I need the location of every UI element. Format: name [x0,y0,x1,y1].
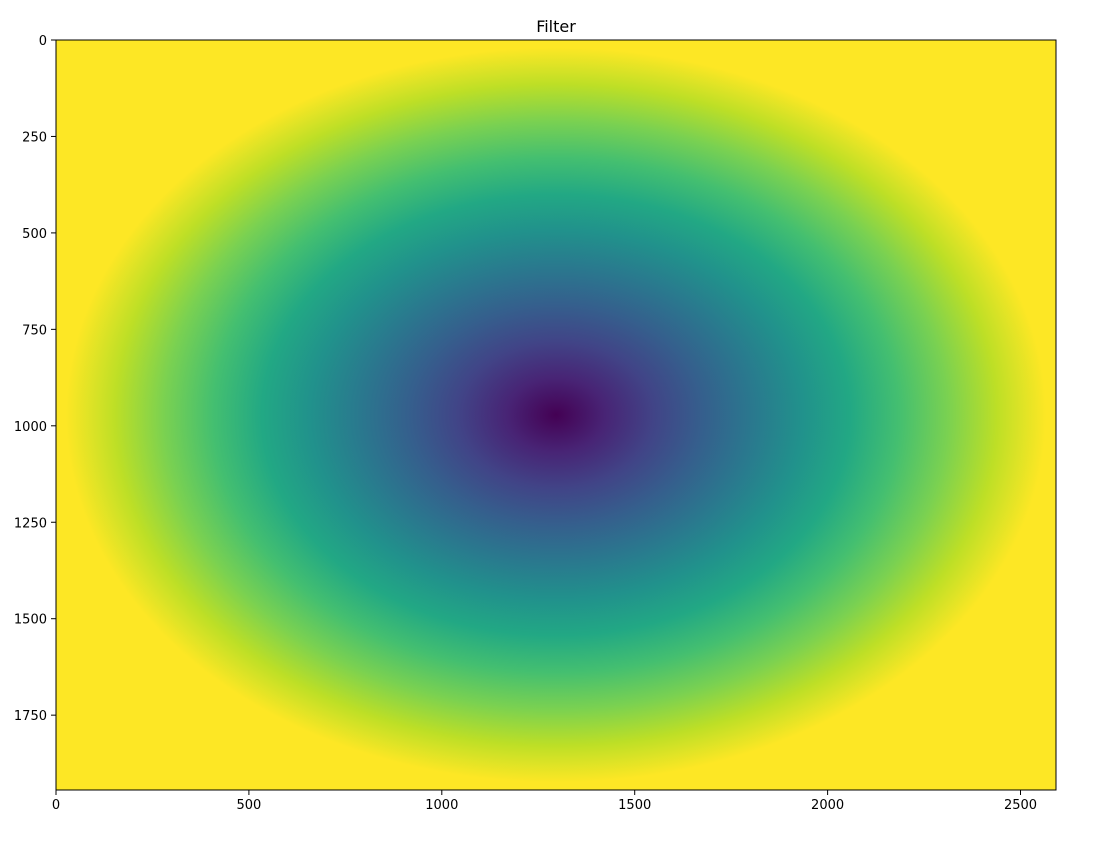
plot-frame [55,39,1057,791]
x-axis: 0 500 1000 1500 2000 2500 [52,790,1037,813]
x-tick-label: 0 [52,798,60,813]
y-tick-label: 1000 [14,420,47,435]
heatmap-gradient [66,47,1046,783]
x-tick-label: 2500 [1004,798,1037,813]
y-tick-label: 500 [22,227,47,242]
x-tick-label: 1000 [425,798,458,813]
y-tick-label: 750 [22,323,47,338]
y-tick-label: 0 [39,34,47,49]
y-axis: 0 250 500 750 1000 1250 1500 1750 [14,34,56,724]
chart-title: Filter [536,17,576,36]
x-tick-label: 500 [236,798,261,813]
x-tick-label: 2000 [811,798,844,813]
y-tick-label: 250 [22,130,47,145]
x-tick-label: 1500 [618,798,651,813]
y-tick-label: 1250 [14,516,47,531]
y-tick-label: 1500 [14,613,47,628]
y-tick-label: 1750 [14,709,47,724]
